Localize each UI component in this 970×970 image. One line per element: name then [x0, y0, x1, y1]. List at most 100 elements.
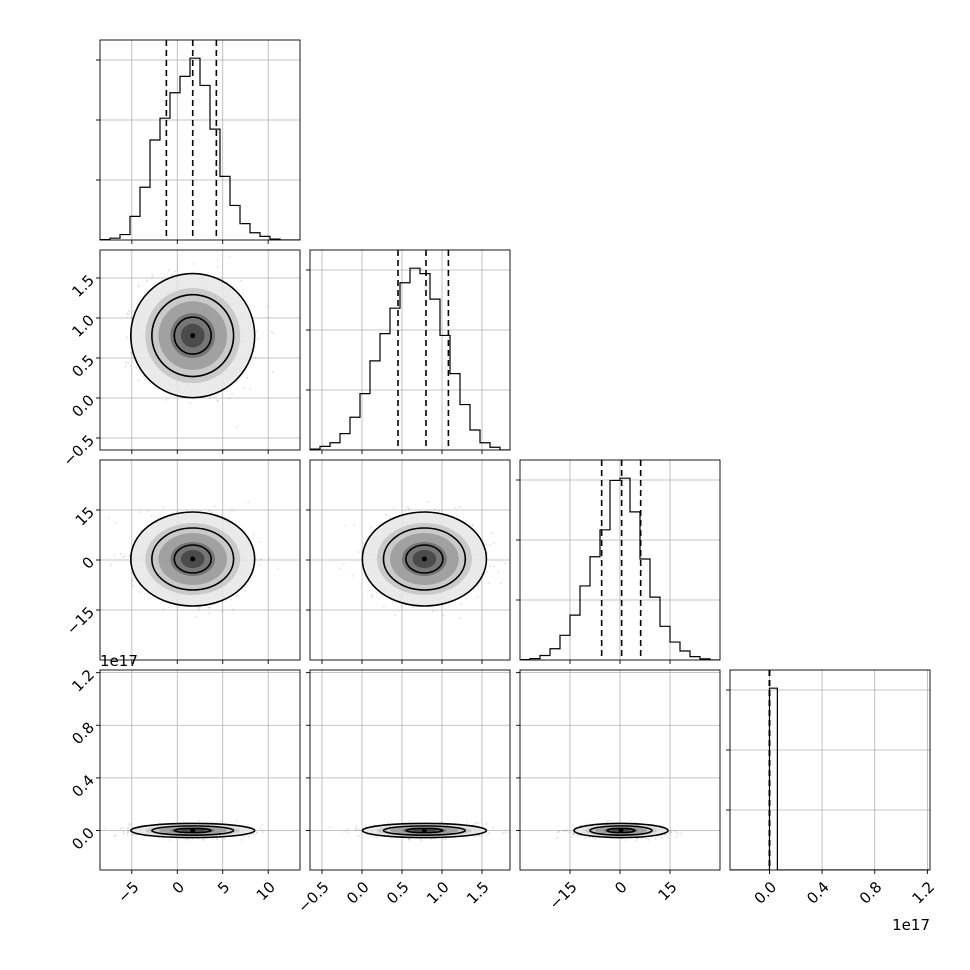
- sample-point: [271, 370, 274, 373]
- sample-point: [408, 837, 410, 840]
- sample-point: [355, 828, 358, 831]
- sample-point: [113, 554, 116, 556]
- sample-point: [489, 564, 492, 567]
- sample-point: [161, 600, 164, 602]
- sample-point: [157, 836, 160, 839]
- sample-point: [216, 838, 218, 840]
- sample-point: [144, 378, 147, 381]
- sample-point: [492, 542, 495, 544]
- sample-point: [202, 839, 205, 842]
- sample-point: [357, 551, 360, 553]
- contour-line-2: [129, 511, 256, 607]
- sample-point: [208, 611, 211, 614]
- sample-point: [198, 607, 201, 609]
- sample-point: [420, 839, 423, 842]
- sample-point: [138, 591, 141, 593]
- sample-point: [122, 831, 125, 833]
- panel-frame-3-0: [99, 669, 301, 871]
- panel-content-0-0: [100, 40, 300, 240]
- sample-point: [210, 511, 213, 514]
- sample-point: [126, 827, 129, 830]
- sample-point: [412, 606, 415, 609]
- sample-point: [215, 395, 217, 398]
- sample-point: [210, 820, 213, 823]
- sample-point: [129, 365, 132, 368]
- sample-point: [208, 509, 210, 512]
- sample-point: [168, 606, 170, 608]
- peak-marker: [190, 828, 196, 834]
- sample-point: [128, 309, 130, 312]
- sample-point: [486, 823, 488, 825]
- sample-point: [260, 558, 262, 561]
- contour-line-2: [129, 272, 256, 399]
- sample-point: [165, 399, 168, 401]
- sample-point: [127, 829, 130, 832]
- sample-point: [464, 520, 467, 522]
- panel-content-2-1: [310, 460, 510, 660]
- sample-point: [661, 834, 663, 837]
- sample-point: [403, 509, 406, 512]
- sample-point: [217, 513, 220, 516]
- sample-point: [366, 833, 369, 836]
- sample-point: [268, 557, 271, 559]
- sample-point: [436, 512, 439, 515]
- sample-point: [127, 362, 130, 364]
- sample-point: [385, 514, 387, 516]
- sample-point: [261, 831, 264, 833]
- sample-point: [123, 554, 125, 557]
- sample-point: [426, 501, 429, 503]
- sample-point: [511, 832, 513, 834]
- sample-point: [172, 274, 175, 277]
- histogram-step-0: [100, 57, 300, 240]
- sample-point: [250, 833, 253, 836]
- sample-point: [249, 387, 252, 390]
- sample-point: [466, 821, 469, 824]
- sample-point: [434, 509, 437, 511]
- sample-point: [132, 834, 135, 836]
- panel-content-1-0: [86, 250, 300, 450]
- sample-point: [430, 838, 432, 840]
- sample-point: [168, 269, 170, 271]
- sample-point: [271, 331, 274, 334]
- sample-point: [261, 828, 263, 831]
- sample-point: [471, 824, 474, 826]
- sample-point: [477, 834, 479, 837]
- sample-point: [128, 555, 131, 558]
- sample-point: [354, 829, 356, 832]
- sample-point: [491, 826, 494, 829]
- sample-point: [228, 256, 231, 258]
- sample-point: [158, 822, 161, 825]
- sample-point: [236, 820, 238, 822]
- sample-point: [131, 316, 133, 319]
- sample-point: [137, 379, 139, 381]
- sample-point: [135, 367, 137, 369]
- sample-point: [141, 837, 143, 840]
- sample-point: [568, 831, 570, 833]
- sample-point: [86, 348, 88, 350]
- sample-point: [426, 510, 429, 513]
- sample-point: [191, 837, 194, 840]
- sample-point: [265, 316, 268, 318]
- sample-point: [504, 831, 507, 834]
- sample-point: [640, 837, 643, 840]
- sample-point: [478, 835, 480, 838]
- sample-point: [259, 827, 262, 829]
- sample-point: [486, 552, 488, 554]
- sample-point: [198, 820, 200, 822]
- sample-point: [126, 312, 129, 315]
- panel-content-2-2: [520, 460, 720, 660]
- sample-point: [483, 573, 485, 576]
- peak-marker: [190, 333, 196, 339]
- sample-point: [432, 610, 434, 612]
- sample-point: [226, 282, 229, 284]
- sample-point: [197, 609, 200, 611]
- histogram-step-1: [310, 267, 510, 450]
- sample-point: [143, 835, 146, 837]
- sample-point: [161, 837, 164, 839]
- sample-point: [266, 305, 268, 308]
- sample-point: [344, 524, 347, 527]
- sample-point: [247, 836, 250, 838]
- sample-point: [213, 505, 216, 508]
- sample-point: [186, 838, 188, 841]
